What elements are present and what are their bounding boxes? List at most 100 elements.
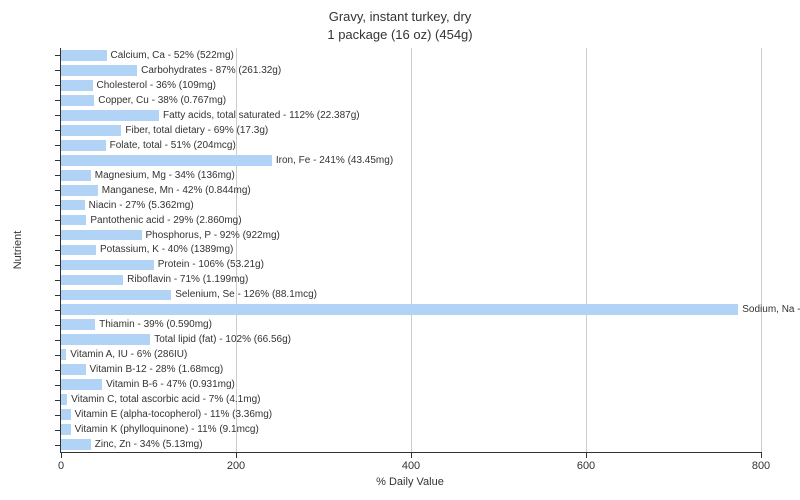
bar-label: Niacin - 27% (5.362mg) xyxy=(89,198,194,213)
bar-label: Iron, Fe - 241% (43.45mg) xyxy=(276,153,393,168)
y-tick xyxy=(55,325,61,326)
y-tick xyxy=(55,445,61,446)
title-line-2: 1 package (16 oz) (454g) xyxy=(327,27,472,42)
bar-row: Riboflavin - 71% (1.199mg) xyxy=(61,272,761,287)
y-tick xyxy=(55,400,61,401)
bar-row: Folate, total - 51% (204mcg) xyxy=(61,138,761,153)
title-line-1: Gravy, instant turkey, dry xyxy=(329,9,472,24)
bar-row: Fatty acids, total saturated - 112% (22.… xyxy=(61,108,761,123)
bar-row: Potassium, K - 40% (1389mg) xyxy=(61,243,761,258)
y-tick xyxy=(55,235,61,236)
bar-label: Total lipid (fat) - 102% (66.56g) xyxy=(154,332,291,347)
y-tick xyxy=(55,265,61,266)
bar-label: Vitamin C, total ascorbic acid - 7% (4.1… xyxy=(71,392,260,407)
bar xyxy=(61,230,142,241)
nutrient-chart: Gravy, instant turkey, dry 1 package (16… xyxy=(0,0,800,500)
bar-row: Manganese, Mn - 42% (0.844mg) xyxy=(61,183,761,198)
bar xyxy=(61,334,150,345)
bar xyxy=(61,394,67,405)
bar xyxy=(61,304,738,315)
bar-row: Vitamin A, IU - 6% (286IU) xyxy=(61,347,761,362)
bar xyxy=(61,260,154,271)
y-tick xyxy=(55,310,61,311)
bar-row: Thiamin - 39% (0.590mg) xyxy=(61,317,761,332)
y-tick xyxy=(55,130,61,131)
bar-row: Vitamin E (alpha-tocopherol) - 11% (3.36… xyxy=(61,407,761,422)
bar-row: Cholesterol - 36% (109mg) xyxy=(61,78,761,93)
x-tick-label: 600 xyxy=(577,460,595,472)
bar-row: Total lipid (fat) - 102% (66.56g) xyxy=(61,332,761,347)
y-axis-label: Nutrient xyxy=(12,231,24,270)
x-tick xyxy=(411,452,412,458)
bar-row: Vitamin B-12 - 28% (1.68mcg) xyxy=(61,362,761,377)
bar xyxy=(61,379,102,390)
bar xyxy=(61,65,137,76)
bar xyxy=(61,80,93,91)
bar xyxy=(61,290,171,301)
y-tick xyxy=(55,145,61,146)
y-tick xyxy=(55,70,61,71)
y-tick xyxy=(55,295,61,296)
y-tick xyxy=(55,370,61,371)
x-tick-label: 0 xyxy=(58,460,64,472)
y-tick xyxy=(55,85,61,86)
y-tick xyxy=(55,385,61,386)
bar-label: Phosphorus, P - 92% (922mg) xyxy=(146,228,280,243)
bar-label: Potassium, K - 40% (1389mg) xyxy=(100,243,233,258)
y-tick xyxy=(55,190,61,191)
bar-row: Copper, Cu - 38% (0.767mg) xyxy=(61,93,761,108)
bar-row: Vitamin K (phylloquinone) - 11% (9.1mcg) xyxy=(61,422,761,437)
x-tick xyxy=(236,452,237,458)
bar-label: Cholesterol - 36% (109mg) xyxy=(97,78,217,93)
bar-row: Fiber, total dietary - 69% (17.3g) xyxy=(61,123,761,138)
bar-row: Zinc, Zn - 34% (5.13mg) xyxy=(61,437,761,452)
x-tick xyxy=(586,452,587,458)
y-tick xyxy=(55,415,61,416)
y-tick xyxy=(55,220,61,221)
x-tick-label: 400 xyxy=(402,460,420,472)
x-tick-label: 200 xyxy=(227,460,245,472)
plot-area: 0200400600800Calcium, Ca - 52% (522mg)Ca… xyxy=(60,48,761,453)
bar xyxy=(61,110,159,121)
bar-row: Pantothenic acid - 29% (2.860mg) xyxy=(61,213,761,228)
grid-line xyxy=(761,48,762,452)
bar-label: Manganese, Mn - 42% (0.844mg) xyxy=(102,183,251,198)
bar-row: Carbohydrates - 87% (261.32g) xyxy=(61,63,761,78)
y-tick xyxy=(55,100,61,101)
bar-label: Riboflavin - 71% (1.199mg) xyxy=(127,272,248,287)
bar-label: Magnesium, Mg - 34% (136mg) xyxy=(95,168,235,183)
bar-row: Sodium, Na - 774% (18569mg) xyxy=(61,302,761,317)
bar xyxy=(61,95,94,106)
bar-row: Protein - 106% (53.21g) xyxy=(61,257,761,272)
bar-label: Fiber, total dietary - 69% (17.3g) xyxy=(125,123,268,138)
y-tick xyxy=(55,355,61,356)
bar-label: Protein - 106% (53.21g) xyxy=(158,257,264,272)
bar-label: Sodium, Na - 774% (18569mg) xyxy=(742,302,800,317)
y-tick xyxy=(55,280,61,281)
y-tick xyxy=(55,340,61,341)
bar xyxy=(61,409,71,420)
bar-row: Vitamin B-6 - 47% (0.931mg) xyxy=(61,377,761,392)
chart-title: Gravy, instant turkey, dry 1 package (16… xyxy=(0,8,800,43)
bar xyxy=(61,200,85,211)
bar-row: Calcium, Ca - 52% (522mg) xyxy=(61,48,761,63)
y-tick xyxy=(55,115,61,116)
bar-label: Fatty acids, total saturated - 112% (22.… xyxy=(163,108,360,123)
bar xyxy=(61,185,98,196)
bar xyxy=(61,424,71,435)
bar-label: Zinc, Zn - 34% (5.13mg) xyxy=(95,437,203,452)
bar-label: Vitamin B-12 - 28% (1.68mcg) xyxy=(90,362,224,377)
y-tick xyxy=(55,55,61,56)
bar-label: Selenium, Se - 126% (88.1mcg) xyxy=(175,287,317,302)
bar xyxy=(61,349,66,360)
bar-label: Vitamin B-6 - 47% (0.931mg) xyxy=(106,377,235,392)
bar-label: Calcium, Ca - 52% (522mg) xyxy=(111,48,234,63)
bar-row: Magnesium, Mg - 34% (136mg) xyxy=(61,168,761,183)
y-tick xyxy=(55,430,61,431)
bar xyxy=(61,215,86,226)
y-tick xyxy=(55,205,61,206)
y-tick xyxy=(55,175,61,176)
bar-row: Iron, Fe - 241% (43.45mg) xyxy=(61,153,761,168)
bar-label: Vitamin E (alpha-tocopherol) - 11% (3.36… xyxy=(75,407,273,422)
bar-row: Selenium, Se - 126% (88.1mcg) xyxy=(61,287,761,302)
